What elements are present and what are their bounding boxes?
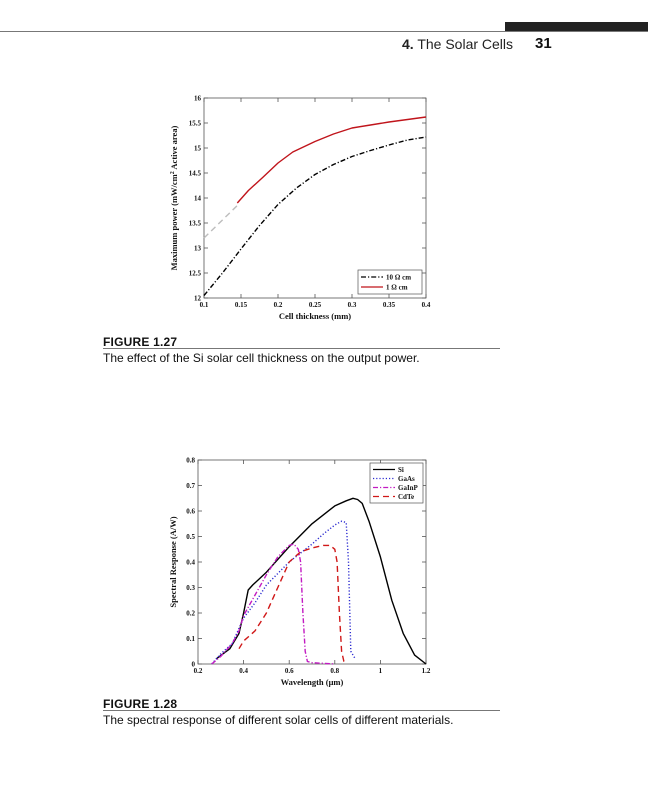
y-tick-label: 0.6 [186,508,195,516]
figure-caption-rule [103,348,500,349]
x-tick-label: 0.1 [200,301,209,309]
x-tick-label: 0.2 [274,301,283,309]
x-tick-label: 0.8 [330,667,339,675]
legend-entry: GaAs [398,475,415,483]
x-tick-label: 1 [379,667,383,675]
y-tick-label: 0.3 [186,584,195,592]
figure-caption: The spectral response of different solar… [103,713,454,727]
y-tick-label: 14 [194,195,202,203]
legend-entry: 10 Ω cm [386,274,411,282]
legend-entry: CdTe [398,493,414,501]
y-tick-label: 12 [194,295,202,303]
x-tick-label: 0.3 [348,301,357,309]
x-tick-label: 0.15 [235,301,248,309]
x-axis-label: Wavelength (μm) [281,677,344,687]
series-line [211,543,335,665]
legend-entry: Si [398,466,404,474]
y-tick-label: 0.2 [186,610,195,618]
running-head: 4. The Solar Cells [402,36,513,52]
y-tick-label: 13.5 [189,220,202,228]
y-tick-label: 0 [192,661,196,669]
page-number: 31 [535,35,552,52]
y-tick-label: 12.5 [189,270,202,278]
header-rule [0,31,648,32]
x-tick-label: 0.2 [194,667,203,675]
y-tick-label: 0.8 [186,457,195,465]
header-bar [505,22,648,31]
y-axis-label: Maximum power (mW/cm2 Active area) [169,125,179,270]
x-tick-label: 0.4 [422,301,431,309]
y-tick-label: 0.1 [186,635,195,643]
series-line [236,116,427,204]
y-tick-label: 13 [194,245,202,253]
figure-caption-rule [103,710,500,711]
series-line [215,497,427,665]
x-tick-label: 1.2 [422,667,431,675]
x-tick-label: 0.4 [239,667,248,675]
figure-label: FIGURE 1.27 [103,335,178,349]
y-tick-label: 0.5 [186,533,195,541]
y-tick-label: 0.4 [186,559,195,567]
legend-entry: 1 Ω cm [386,284,408,292]
y-tick-label: 0.7 [186,482,195,490]
chapter-number: 4. [402,36,414,52]
figure-caption: The effect of the Si solar cell thicknes… [103,351,420,365]
series-line [203,204,238,239]
x-tick-label: 0.35 [383,301,396,309]
y-tick-label: 16 [194,95,202,103]
y-tick-label: 14.5 [189,170,202,178]
y-tick-label: 15 [194,145,202,153]
x-axis-label: Cell thickness (mm) [279,311,351,321]
series-line [238,544,347,665]
figure-label: FIGURE 1.28 [103,697,178,711]
x-tick-label: 0.6 [285,667,294,675]
y-tick-label: 15.5 [189,120,202,128]
y-axis-label: Spectral Response (A/W) [168,516,178,607]
series-line [203,136,427,296]
x-tick-label: 0.25 [309,301,322,309]
legend-entry: GaInP [398,484,419,492]
legend-box [357,269,423,295]
chapter-title: The Solar Cells [417,36,514,52]
